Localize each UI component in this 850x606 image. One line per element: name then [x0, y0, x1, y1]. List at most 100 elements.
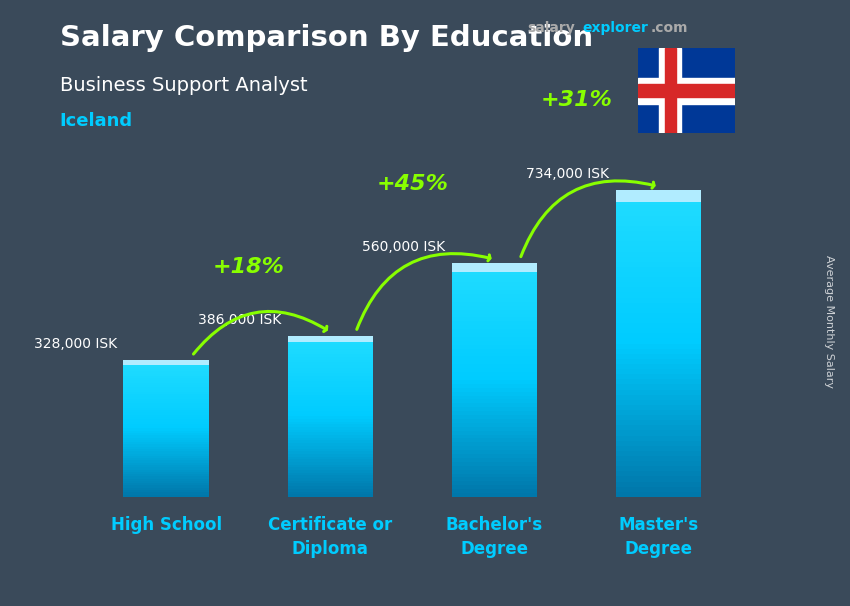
Bar [287, 376, 373, 379]
Text: explorer: explorer [582, 21, 648, 35]
Bar [615, 420, 701, 425]
Bar [123, 382, 209, 385]
Bar [615, 359, 701, 364]
Bar [638, 78, 735, 104]
Bar [287, 456, 373, 459]
Bar [615, 354, 701, 359]
Text: Iceland: Iceland [60, 112, 133, 130]
Bar [287, 384, 373, 387]
Bar [615, 236, 701, 241]
Bar [451, 423, 537, 427]
Bar [615, 195, 701, 201]
Bar [615, 364, 701, 369]
Bar [451, 364, 537, 368]
Bar [615, 491, 701, 497]
Bar [123, 433, 209, 435]
Bar [287, 360, 373, 362]
Bar [615, 323, 701, 328]
Bar [451, 302, 537, 306]
Bar [615, 292, 701, 298]
Bar [615, 344, 701, 348]
Bar [123, 444, 209, 447]
Bar [615, 436, 701, 441]
Bar [123, 479, 209, 481]
Bar [615, 272, 701, 277]
Bar [287, 408, 373, 411]
Bar [615, 482, 701, 487]
Bar [451, 458, 537, 462]
Bar [665, 48, 676, 133]
Bar [451, 321, 537, 325]
Bar [123, 492, 209, 494]
Bar [615, 348, 701, 354]
Bar [451, 348, 537, 353]
Text: +45%: +45% [377, 174, 448, 194]
Bar [451, 361, 537, 364]
Bar [615, 262, 701, 267]
Bar [451, 403, 537, 407]
Bar [615, 425, 701, 430]
Bar [615, 461, 701, 466]
Bar [615, 451, 701, 456]
Bar [287, 379, 373, 381]
Bar [123, 462, 209, 465]
Bar [123, 431, 209, 433]
Bar [287, 462, 373, 465]
Bar [287, 373, 373, 376]
Bar [615, 466, 701, 471]
Bar [451, 485, 537, 489]
Bar [123, 474, 209, 476]
Bar [287, 427, 373, 430]
Bar [287, 344, 373, 347]
Bar [123, 376, 209, 378]
Bar [451, 329, 537, 333]
Bar [451, 310, 537, 313]
Bar [451, 462, 537, 466]
Bar [615, 190, 701, 202]
Bar [615, 190, 701, 195]
Bar [123, 481, 209, 483]
Bar [287, 338, 373, 341]
Bar [287, 381, 373, 384]
Bar [123, 385, 209, 387]
Bar [451, 470, 537, 473]
Bar [451, 419, 537, 423]
Bar [638, 84, 735, 98]
Bar [287, 357, 373, 360]
Bar [615, 267, 701, 272]
Text: 386,000 ISK: 386,000 ISK [198, 313, 281, 327]
Bar [451, 318, 537, 321]
Bar [660, 48, 681, 133]
Bar [287, 368, 373, 370]
Bar [123, 453, 209, 456]
Bar [451, 489, 537, 493]
Bar [451, 415, 537, 419]
Bar [287, 459, 373, 462]
Bar [451, 333, 537, 337]
Bar [123, 447, 209, 449]
Bar [451, 372, 537, 376]
Bar [615, 313, 701, 318]
Bar [123, 494, 209, 497]
Bar [287, 411, 373, 413]
Bar [615, 221, 701, 226]
Bar [451, 446, 537, 450]
Bar [287, 403, 373, 405]
Bar [287, 422, 373, 424]
Bar [123, 362, 209, 364]
Bar [451, 454, 537, 458]
Bar [615, 328, 701, 333]
Text: 328,000 ISK: 328,000 ISK [34, 337, 117, 351]
Bar [287, 387, 373, 390]
Bar [287, 494, 373, 497]
Bar [123, 470, 209, 472]
Text: +18%: +18% [212, 258, 284, 278]
Bar [287, 454, 373, 456]
Bar [123, 419, 209, 422]
Bar [451, 376, 537, 380]
Bar [451, 478, 537, 481]
Bar [287, 448, 373, 451]
Bar [123, 412, 209, 415]
Bar [123, 440, 209, 442]
Bar [451, 450, 537, 454]
